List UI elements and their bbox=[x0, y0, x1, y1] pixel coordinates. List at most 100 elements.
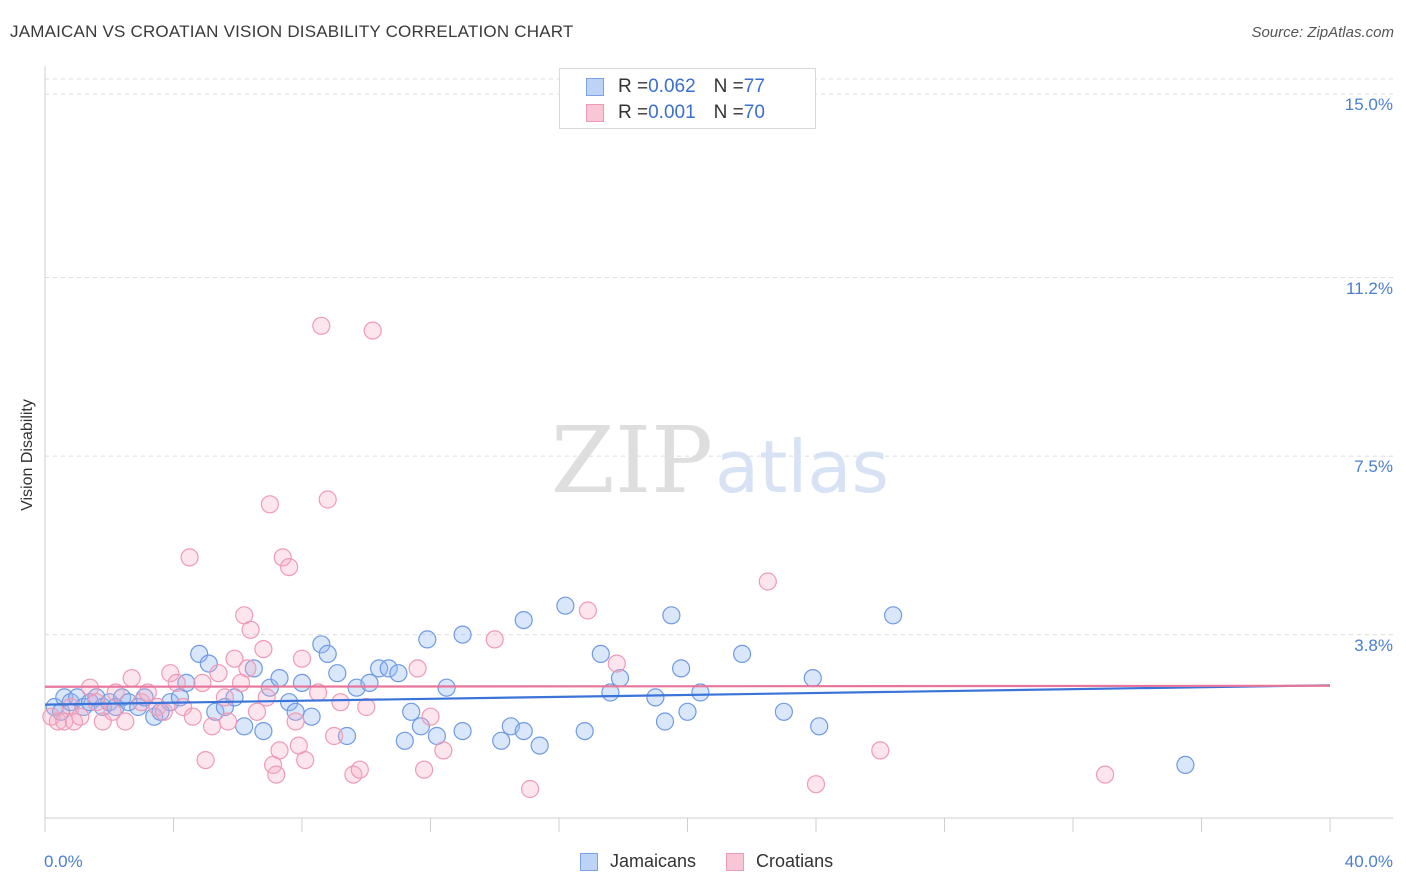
croatians-point bbox=[325, 726, 344, 746]
croatians-point bbox=[270, 741, 289, 760]
croatians-point bbox=[61, 697, 80, 717]
n-value-croatians: 70 bbox=[743, 102, 765, 123]
chart-title: JAMAICAN VS CROATIAN VISION DISABILITY C… bbox=[10, 22, 574, 41]
croatians-point bbox=[257, 688, 276, 707]
croatians-point bbox=[71, 707, 90, 726]
legend-item-croatians[interactable]: Croatians bbox=[726, 851, 833, 872]
x-tick-max: 40.0% bbox=[1344, 852, 1393, 871]
croatians-point bbox=[241, 620, 260, 639]
croatians-point bbox=[415, 760, 434, 779]
jamaicans-point bbox=[883, 606, 903, 625]
y-tick-label: 7.5% bbox=[1354, 457, 1393, 477]
croatians-swatch bbox=[726, 852, 745, 871]
jamaicans-point bbox=[803, 668, 822, 688]
croatians-point bbox=[408, 659, 427, 678]
croatians-point bbox=[247, 702, 267, 721]
croatians-trend-line bbox=[44, 684, 1331, 688]
jamaicans-point bbox=[199, 654, 218, 673]
jamaicans-point bbox=[280, 693, 299, 712]
jamaicans-point bbox=[302, 707, 321, 726]
gridlines bbox=[45, 78, 1393, 636]
croatians-point bbox=[203, 717, 222, 736]
croatians-point bbox=[116, 712, 135, 731]
jamaicans-point bbox=[379, 659, 398, 678]
croatians-point bbox=[1095, 765, 1115, 784]
jamaicans-point bbox=[655, 712, 675, 731]
jamaicans-point bbox=[402, 702, 421, 721]
croatians-point bbox=[193, 673, 212, 693]
n-label: N = bbox=[713, 76, 744, 97]
jamaicans-point bbox=[411, 717, 430, 736]
stats-legend: R = 0.062 N = 77 R = 0.001 N = 70 bbox=[559, 68, 816, 129]
croatians-point bbox=[209, 664, 228, 683]
croatians-point bbox=[180, 548, 199, 567]
axes bbox=[44, 66, 1393, 832]
watermark-atlas: atlas bbox=[715, 425, 889, 509]
croatians-point bbox=[138, 683, 157, 702]
croatians-point bbox=[485, 630, 504, 649]
croatians-point bbox=[225, 649, 244, 668]
croatians-point bbox=[331, 693, 350, 712]
jamaicans-point bbox=[732, 644, 752, 664]
jamaicans-point bbox=[418, 630, 437, 649]
series-legend: Jamaicans Croatians bbox=[580, 851, 863, 872]
croatians-point bbox=[520, 779, 540, 799]
croatians-point bbox=[215, 688, 234, 707]
jamaicans-point bbox=[190, 644, 209, 664]
r-value-jamaicans: 0.062 bbox=[648, 76, 696, 97]
croatians-point bbox=[161, 664, 180, 683]
jamaicans-point bbox=[774, 702, 794, 721]
croatians-point bbox=[357, 697, 376, 717]
croatians-point bbox=[219, 712, 238, 731]
n-value-jamaicans: 77 bbox=[743, 76, 765, 97]
jamaicans-point bbox=[575, 721, 594, 741]
croatians-point bbox=[350, 760, 369, 779]
croatians-point bbox=[183, 707, 202, 726]
jamaicans-point bbox=[270, 668, 289, 688]
r-label: R = bbox=[618, 102, 649, 123]
jamaicans-point bbox=[1176, 755, 1195, 775]
legend-item-jamaicans[interactable]: Jamaicans bbox=[580, 851, 696, 872]
croatians-point bbox=[292, 649, 312, 668]
jamaicans-point bbox=[453, 625, 472, 644]
watermark-zip: ZIP bbox=[551, 407, 713, 514]
watermark: ZIP atlas bbox=[551, 407, 889, 514]
jamaicans-point bbox=[260, 678, 279, 697]
croatians-point bbox=[871, 741, 890, 760]
x-tick-min: 0.0% bbox=[44, 852, 83, 871]
jamaicans-point bbox=[691, 683, 710, 702]
jamaicans-point bbox=[244, 659, 263, 678]
croatians-point bbox=[607, 654, 626, 673]
croatians-point bbox=[93, 712, 112, 731]
jamaicans-point bbox=[292, 673, 312, 693]
jamaicans-trend-line bbox=[44, 684, 1331, 706]
jamaicans-point bbox=[678, 702, 697, 721]
croatians-point bbox=[254, 639, 273, 659]
croatians-point bbox=[806, 775, 826, 794]
croatians-point bbox=[273, 548, 292, 567]
croatians-point bbox=[154, 702, 173, 721]
croatians-point bbox=[260, 495, 279, 514]
r-label: R = bbox=[618, 76, 649, 97]
jamaicans-point bbox=[235, 717, 254, 736]
croatians-point bbox=[267, 765, 286, 784]
jamaicans-point bbox=[556, 596, 575, 615]
jamaicans-point bbox=[514, 610, 533, 630]
jamaicans-point bbox=[810, 717, 829, 736]
jamaicans-point bbox=[671, 659, 691, 678]
jamaicans-point bbox=[337, 726, 357, 746]
y-tick-label: 3.8% bbox=[1354, 635, 1393, 655]
croatians-point bbox=[286, 712, 305, 731]
source-label: Source: ZipAtlas.com bbox=[1251, 24, 1394, 41]
croatians-point bbox=[238, 659, 257, 678]
jamaicans-point bbox=[492, 731, 511, 750]
legend-label-jamaicans: Jamaicans bbox=[610, 851, 697, 871]
jamaicans-point bbox=[453, 721, 472, 741]
jamaicans-swatch bbox=[580, 852, 598, 871]
croatians-point bbox=[280, 557, 299, 577]
croatians-point bbox=[122, 668, 141, 688]
jamaicans-point bbox=[395, 731, 414, 750]
croatians-point bbox=[296, 750, 315, 770]
jamaicans-point bbox=[206, 702, 225, 721]
